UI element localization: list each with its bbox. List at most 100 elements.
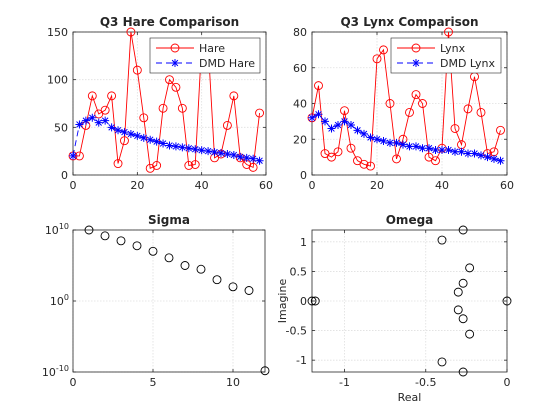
- data-point: [116, 236, 126, 246]
- data-point: [379, 137, 388, 146]
- data-point: [373, 135, 381, 144]
- data-point: [249, 154, 258, 163]
- data-point: [392, 154, 401, 164]
- data-point: [438, 145, 446, 154]
- x-tick-label: 40: [195, 179, 209, 192]
- data-point: [120, 128, 129, 137]
- data-point: [310, 296, 320, 306]
- data-point: [88, 113, 97, 122]
- data-point: [385, 99, 395, 108]
- data-point: [327, 124, 336, 133]
- data-point: [418, 99, 427, 108]
- data-point: [126, 130, 135, 139]
- chart-1: 0 20 40 60 0 50 100 150 Q3 Hare Comparison Hare DM…: [47, 15, 273, 192]
- legend-box: [149, 37, 261, 74]
- data-point: [464, 149, 472, 158]
- plot-series: [68, 27, 265, 173]
- data-point: [308, 113, 316, 122]
- plot-series: [84, 225, 270, 376]
- data-point: [347, 120, 355, 129]
- data-point: [458, 278, 468, 288]
- data-point: [379, 45, 388, 55]
- data-point: [197, 146, 206, 155]
- data-point: [159, 139, 168, 148]
- y-tick-label: 1010: [45, 222, 69, 237]
- y-tick-label: 60: [293, 62, 307, 75]
- axes-box: [72, 31, 267, 176]
- data-point: [145, 163, 155, 173]
- data-point: [171, 142, 180, 151]
- legend-marker: [171, 59, 179, 67]
- data-point: [139, 133, 148, 142]
- data-point: [431, 145, 440, 154]
- x-tick-label: 0: [309, 179, 316, 192]
- data-point: [465, 329, 475, 339]
- data-point: [180, 261, 190, 270]
- data-point: [490, 154, 498, 163]
- data-point: [334, 120, 342, 129]
- plot-series: [307, 27, 505, 171]
- data-point: [470, 149, 479, 158]
- data-point: [81, 116, 90, 125]
- data-point: [366, 133, 375, 142]
- y-tick-label: -0.5: [286, 325, 307, 338]
- legend-marker: [411, 43, 421, 53]
- y-tick-label: 150: [47, 26, 68, 39]
- data-point: [360, 129, 368, 138]
- data-point: [425, 144, 433, 153]
- data-point: [366, 161, 375, 171]
- y-tick-exponent: 0: [64, 293, 69, 302]
- data-point: [84, 225, 94, 235]
- chart-4: -1 -0.5 0 -1 -0.5 0 0.5 1 Omega Real Imagine: [276, 213, 512, 404]
- y-tick-label: 0.5: [290, 265, 308, 278]
- data-point: [437, 235, 447, 245]
- y-tick-label: -1: [296, 354, 307, 367]
- data-point: [164, 253, 174, 263]
- x-tick-label: -1: [339, 376, 350, 389]
- data-point: [244, 286, 254, 295]
- data-point: [457, 147, 466, 156]
- data-point: [307, 296, 317, 306]
- legend-label: DMD Lynx: [440, 57, 496, 70]
- data-point: [314, 81, 323, 91]
- data-point: [204, 147, 213, 156]
- x-tick-label: -0.5: [415, 376, 436, 389]
- y-tick-label: 50: [54, 121, 68, 134]
- data-point: [222, 120, 232, 130]
- chart-2: 0 20 40 60 0 20 40 60 80 Q3 Lynx Comparison Lynx DM…: [293, 15, 514, 192]
- y-tick-label: 100: [50, 293, 69, 308]
- data-point: [359, 159, 369, 169]
- data-point: [184, 161, 194, 170]
- data-point: [458, 314, 468, 324]
- data-point: [177, 103, 187, 113]
- data-point: [178, 143, 187, 152]
- data-point: [146, 135, 155, 144]
- data-point: [340, 106, 349, 116]
- data-point: [411, 90, 421, 100]
- data-point: [152, 137, 161, 146]
- data-point: [212, 275, 222, 285]
- data-point: [255, 156, 264, 165]
- data-point: [392, 138, 401, 147]
- plot-series: [307, 225, 512, 377]
- data-point: [210, 148, 219, 157]
- data-point: [133, 131, 142, 140]
- data-point: [346, 143, 356, 153]
- data-point: [152, 161, 162, 170]
- chart-title: Q3 Lynx Comparison: [340, 15, 478, 29]
- data-point: [444, 145, 453, 154]
- data-point: [229, 91, 239, 101]
- series-line-1: [73, 31, 261, 169]
- data-point: [458, 225, 468, 235]
- legend-label: DMD Hare: [199, 57, 255, 70]
- data-point: [405, 107, 414, 117]
- y-tick-label: 1: [300, 236, 307, 249]
- legend-box: [390, 37, 502, 74]
- data-point: [496, 156, 505, 165]
- data-point: [437, 357, 447, 367]
- data-point: [148, 246, 158, 256]
- data-point: [223, 150, 232, 159]
- x-tick-label: 20: [370, 179, 384, 192]
- data-point: [196, 264, 206, 274]
